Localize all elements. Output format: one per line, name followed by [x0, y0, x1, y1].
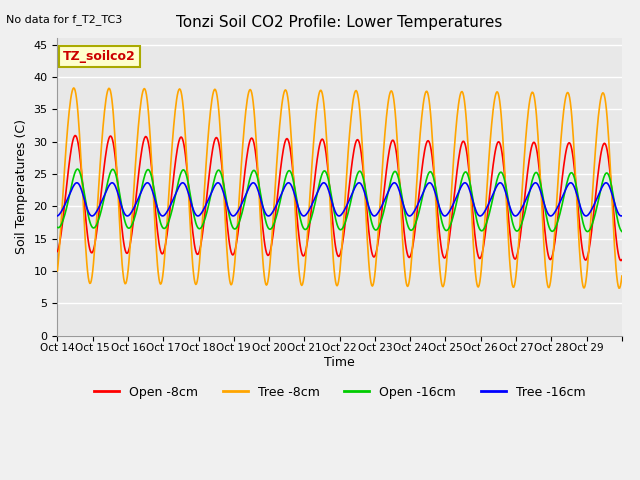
Text: TZ_soilco2: TZ_soilco2 — [63, 50, 136, 63]
Legend: Open -8cm, Tree -8cm, Open -16cm, Tree -16cm: Open -8cm, Tree -8cm, Open -16cm, Tree -… — [88, 381, 591, 404]
Title: Tonzi Soil CO2 Profile: Lower Temperatures: Tonzi Soil CO2 Profile: Lower Temperatur… — [177, 15, 503, 30]
Text: No data for f_T2_TC3: No data for f_T2_TC3 — [6, 14, 123, 25]
Y-axis label: Soil Temperatures (C): Soil Temperatures (C) — [15, 120, 28, 254]
X-axis label: Time: Time — [324, 356, 355, 369]
